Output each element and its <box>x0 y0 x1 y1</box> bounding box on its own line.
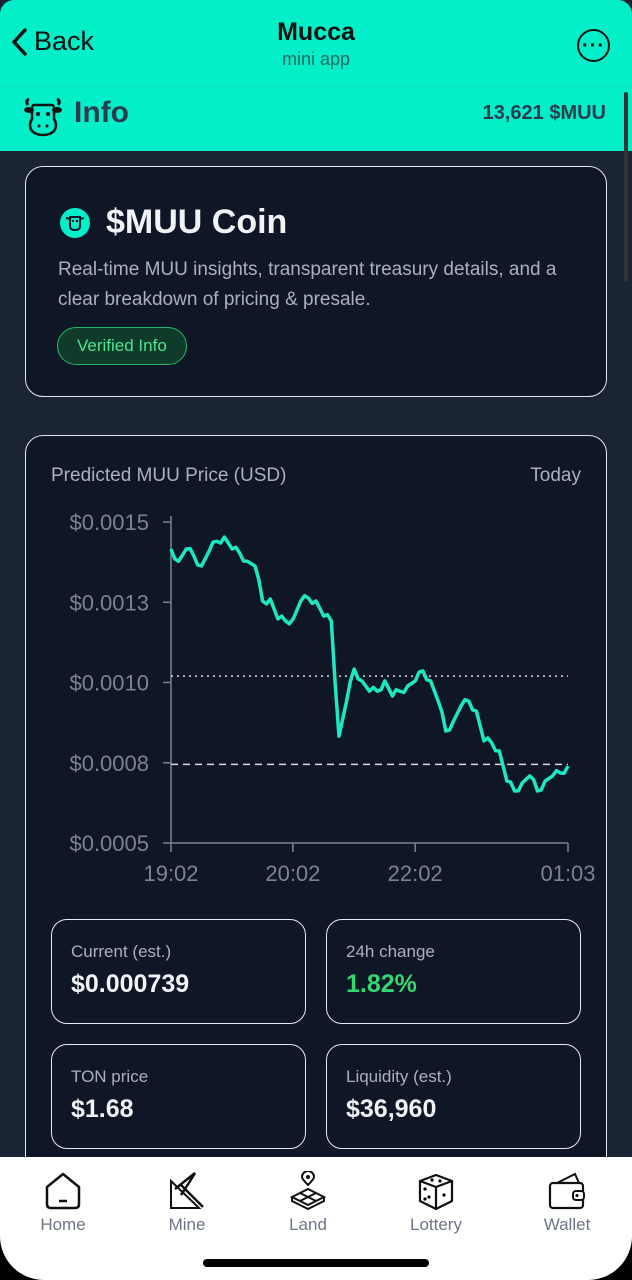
nav-label: Lottery <box>410 1215 462 1234</box>
app-title: Mucca <box>277 18 355 46</box>
nav-wallet[interactable]: Wallet <box>512 1171 622 1235</box>
section-title: Info <box>74 96 129 129</box>
nav-label: Mine <box>168 1215 206 1234</box>
stat-label: TON price <box>71 1067 149 1086</box>
intro-card: $MUU Coin Real-time MUU insights, transp… <box>25 166 607 397</box>
verified-badge: Verified Info <box>57 327 187 365</box>
price-chart: $0.0005 $0.0008 $0.0010 $0.0013 $0.0015 19:02… <box>69 510 595 886</box>
scrollbar[interactable] <box>624 92 628 282</box>
home-indicator <box>203 1259 429 1267</box>
more-icon: ··· <box>582 34 605 57</box>
stat-ton-price: TON price $1.68 <box>51 1044 306 1149</box>
intro-title: $MUU Coin <box>106 203 288 241</box>
chevron-left-icon <box>12 27 27 56</box>
stat-label: Liquidity (est.) <box>346 1067 452 1086</box>
pickaxe-icon <box>170 1172 204 1209</box>
price-line <box>169 535 570 793</box>
dice-icon <box>418 1173 454 1211</box>
x-tick-label: 20:02 <box>265 861 320 886</box>
x-tick-label: 22:02 <box>388 861 443 886</box>
y-tick-label: $0.0008 <box>69 751 149 776</box>
nav-lottery[interactable]: Lottery <box>381 1171 491 1235</box>
back-button[interactable]: Back <box>10 26 94 57</box>
info-bar: Info 13,621 $MUU <box>0 86 632 151</box>
stat-label: Current (est.) <box>71 942 172 961</box>
nav-land[interactable]: Land <box>253 1171 363 1235</box>
app-subtitle: mini app <box>281 49 351 69</box>
cow-icon <box>24 97 62 137</box>
intro-description: Real-time MUU insights, transparent trea… <box>58 259 557 310</box>
y-tick-label: $0.0015 <box>69 510 149 535</box>
bottom-nav: Home Mine Land Lottery Wallet <box>0 1157 632 1280</box>
price-chart-card: Predicted MUU Price (USD) Today $0.0005 $… <box>25 435 607 1235</box>
stat-value: $1.68 <box>71 1095 134 1123</box>
stat-value: 1.82% <box>346 970 417 998</box>
nav-mine[interactable]: Mine <box>132 1171 242 1235</box>
stat-label: 24h change <box>346 942 435 961</box>
nav-label: Wallet <box>543 1215 591 1234</box>
stat-liquidity: Liquidity (est.) $36,960 <box>326 1044 581 1149</box>
stat-value: $36,960 <box>346 1095 437 1123</box>
more-button[interactable]: ··· <box>577 29 610 62</box>
top-nav: Back Mucca mini app ··· <box>0 0 632 86</box>
y-tick-label: $0.0005 <box>69 831 149 856</box>
x-tick-label: 01:03 <box>540 861 595 886</box>
stat-24h-change: 24h change 1.82% <box>326 919 581 1024</box>
chart-title: Predicted MUU Price (USD) <box>51 465 287 486</box>
stat-value: $0.000739 <box>71 970 190 998</box>
land-icon <box>289 1171 327 1211</box>
y-tick-label: $0.0010 <box>69 671 149 696</box>
home-icon <box>45 1172 81 1210</box>
balance: 13,621 $MUU <box>482 102 606 124</box>
y-tick-label: $0.0013 <box>69 590 149 615</box>
nav-label: Home <box>40 1215 86 1234</box>
nav-home[interactable]: Home <box>8 1171 118 1235</box>
chart-range[interactable]: Today <box>530 465 581 486</box>
nav-label: Land <box>289 1215 327 1234</box>
stat-current: Current (est.) $0.000739 <box>51 919 306 1024</box>
x-tick-label: 19:02 <box>143 861 198 886</box>
coin-icon <box>60 207 90 238</box>
back-label: Back <box>34 26 95 56</box>
wallet-icon <box>548 1172 585 1210</box>
